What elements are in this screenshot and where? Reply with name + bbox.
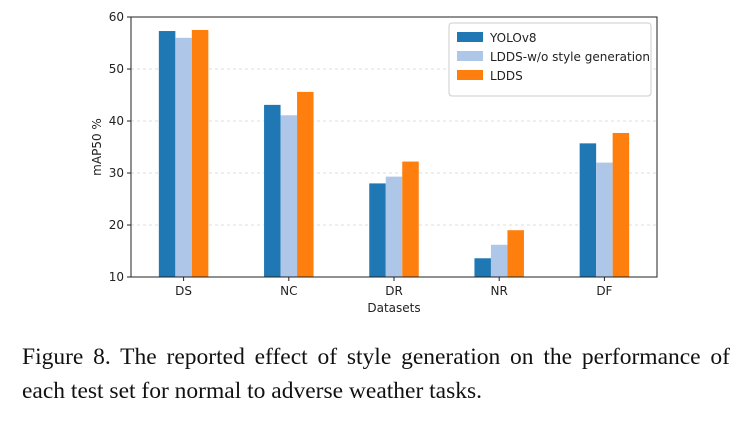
bar-yolov8-nc [264,104,281,277]
x-tick-label: DF [596,284,612,298]
legend-swatch [457,70,483,80]
tick-labels: 10 20 30 40 50 60 DS NC DR NR DF [109,10,613,298]
legend-swatch [457,32,483,42]
x-tick-label: DS [175,284,192,298]
legend-label: LDDS [490,69,523,83]
legend-label: YOLOv8 [489,31,537,45]
bar-ldds-w-o-style-generation-dr [385,176,403,277]
y-tick-label: 10 [109,270,124,284]
x-tick-label: NC [280,284,297,298]
plot-frame [130,16,658,278]
bar-ldds-df [612,132,630,277]
x-axis-label: Datasets [367,301,420,315]
bar-ldds-w-o-style-generation-df [596,162,613,277]
y-axis-label: mAP50 % [90,118,104,176]
bar-ldds-ds [191,30,209,277]
bar-ldds-w-o-style-generation-nc [280,115,298,277]
x-tick-label: DR [385,284,403,298]
y-tick-label: 60 [109,10,124,24]
legend-label: LDDS-w/o style generation [490,50,650,64]
x-tick-label: NR [491,284,508,298]
y-tick-label: 50 [109,62,124,76]
bar-yolov8-nr [474,258,491,277]
bar-ldds-w-o-style-generation-ds [175,37,192,277]
legend-swatch [457,51,483,61]
legend: YOLOv8 LDDS-w/o style generation LDDS [448,22,652,97]
bar-ldds-dr [402,161,419,277]
bar-ldds-nr [507,230,524,277]
y-tick-label: 30 [109,166,124,180]
bar-yolov8-dr [369,183,386,277]
bar-yolov8-df [579,143,597,277]
bar-ldds-w-o-style-generation-nr [490,244,508,277]
axes [127,16,658,281]
bar-series [158,30,630,277]
y-tick-label: 40 [109,114,124,128]
y-tick-label: 20 [109,218,124,232]
figure-caption: Figure 8. The reported effect of style g… [22,344,730,404]
legend-box [448,22,652,97]
bar-yolov8-ds [158,31,176,277]
bar-ldds-nc [297,91,314,277]
